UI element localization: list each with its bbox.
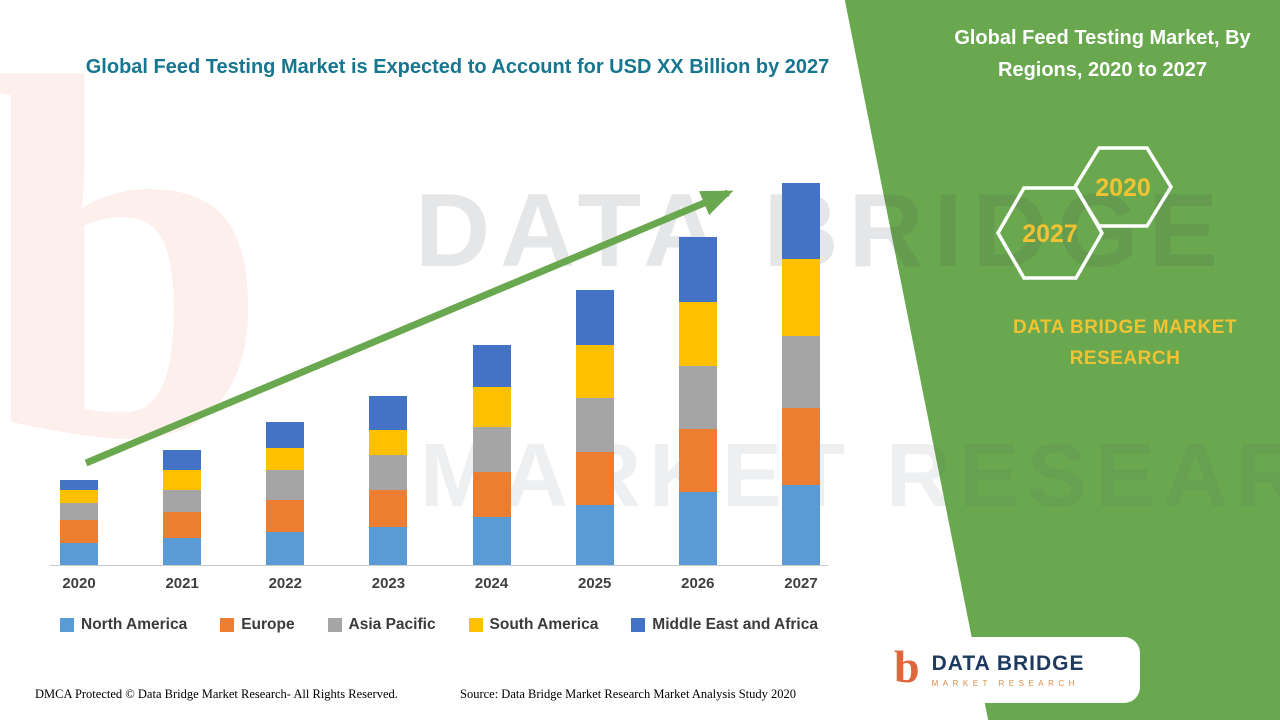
- bar-segment-europe: [369, 489, 408, 527]
- source-note: Source: Data Bridge Market Research Mark…: [460, 687, 797, 701]
- bar-segment-middle-east-and-africa: [60, 479, 98, 490]
- bar-segment-middle-east-and-africa: [678, 236, 717, 302]
- hexagon-year-2020: 2020: [1095, 174, 1151, 202]
- legend-item-europe: Europe: [220, 616, 295, 634]
- x-axis-label-2022: 2022: [268, 575, 302, 592]
- bar-segment-middle-east-and-africa: [163, 450, 202, 471]
- bar-segment-middle-east-and-africa: [369, 395, 408, 430]
- bar-segment-asia-pacific: [163, 490, 202, 513]
- x-axis-labels: 2020 2021 2022 2023 2024 2025 2026 2027: [60, 575, 820, 592]
- legend-label-europe: Europe: [241, 616, 295, 633]
- hexagon-2020-icon: [1072, 146, 1174, 228]
- logo-subtitle: MARKET RESEARCH: [931, 679, 1079, 688]
- x-axis-label-2024: 2024: [474, 575, 509, 592]
- legend-label-middle-east-and-africa: Middle East and Africa: [652, 616, 818, 633]
- legend-label-asia-pacific: Asia Pacific: [348, 616, 436, 633]
- legend-item-asia-pacific: Asia Pacific: [327, 616, 436, 634]
- bar-segment-asia-pacific: [781, 335, 820, 409]
- bar-2027: [781, 183, 820, 565]
- hexagon-year-2027: 2027: [1022, 220, 1078, 248]
- legend-item-north-america: North America: [60, 616, 187, 634]
- hexagon-2027-icon: [995, 186, 1105, 280]
- logo-name: DATA BRIDGE: [931, 652, 1085, 675]
- chart-title: Global Feed Testing Market is Expected t…: [85, 56, 830, 78]
- bar-2023: [369, 395, 408, 565]
- legend-swatch-europe: [220, 618, 235, 632]
- bar-2026: [678, 236, 717, 565]
- bar-segment-south-america: [472, 386, 511, 427]
- bar-segment-north-america: [369, 526, 408, 565]
- bar-segment-europe: [60, 519, 98, 543]
- bar-segment-asia-pacific: [266, 469, 305, 501]
- bar-segment-europe: [163, 512, 202, 539]
- x-axis-label-2020: 2020: [62, 575, 96, 592]
- bar-2020: [60, 479, 98, 565]
- x-axis-label-2021: 2021: [165, 575, 199, 592]
- legend-swatch-north-america: [60, 618, 74, 632]
- bar-segment-south-america: [163, 470, 202, 491]
- bar-segment-europe: [472, 471, 511, 517]
- legend-swatch-middle-east-and-africa: [631, 618, 646, 632]
- bar-segment-asia-pacific: [678, 366, 717, 430]
- bar-segment-south-america: [781, 259, 820, 336]
- bar-segment-europe: [781, 408, 820, 485]
- x-axis-label-2025: 2025: [578, 575, 612, 592]
- bar-columns: [60, 183, 820, 565]
- stacked-bar-chart: 2020 2021 2022 2023 2024 2025 2026 2027: [50, 175, 828, 605]
- bar-segment-south-america: [266, 447, 305, 470]
- bar-segment-europe: [575, 451, 614, 505]
- x-axis-line: [50, 565, 828, 566]
- dmca-notice: DMCA Protected © Data Bridge Market Rese…: [35, 687, 398, 701]
- bar-segment-north-america: [163, 538, 202, 565]
- bar-segment-south-america: [575, 344, 614, 398]
- bar-segment-asia-pacific: [575, 398, 614, 452]
- bar-segment-europe: [266, 500, 305, 533]
- legend-item-south-america: South America: [468, 616, 599, 634]
- bar-segment-south-america: [678, 301, 717, 367]
- bar-segment-middle-east-and-africa: [781, 183, 820, 260]
- legend-swatch-asia-pacific: [327, 618, 342, 632]
- chart-legend: North America Europe Asia Pacific South Ame…: [60, 616, 818, 634]
- data-bridge-logo-icon: b: [894, 641, 920, 692]
- legend-label-south-america: South America: [489, 616, 599, 633]
- legend-swatch-south-america: [468, 618, 483, 632]
- brand-name: DATA BRIDGE MARKET RESEARCH: [960, 312, 1280, 374]
- bar-segment-asia-pacific: [472, 426, 511, 472]
- bar-segment-north-america: [472, 516, 511, 565]
- bar-2022: [266, 421, 305, 565]
- bar-2024: [472, 344, 511, 565]
- brand-line1: DATA BRIDGE MARKET: [1013, 317, 1237, 338]
- bar-segment-north-america: [60, 542, 98, 565]
- x-axis-label-2023: 2023: [371, 575, 406, 592]
- data-bridge-logo-box: b DATA BRIDGE MARKET RESEARCH: [870, 637, 1140, 703]
- bar-segment-north-america: [575, 505, 614, 565]
- bar-segment-europe: [678, 429, 717, 493]
- logo-text-block: DATA BRIDGE MARKET RESEARCH: [932, 652, 1085, 688]
- bar-segment-middle-east-and-africa: [472, 344, 511, 387]
- x-axis-label-2027: 2027: [784, 575, 818, 592]
- legend-item-middle-east-and-africa: Middle East and Africa: [631, 616, 818, 634]
- side-panel-heading: Global Feed Testing Market, By Regions, …: [954, 27, 1251, 81]
- bar-segment-asia-pacific: [369, 454, 408, 490]
- bar-segment-north-america: [781, 484, 820, 565]
- bar-2021: [163, 450, 202, 565]
- bar-segment-middle-east-and-africa: [266, 421, 305, 448]
- year-hexagons: 2027 2020: [995, 146, 1174, 280]
- bar-segment-north-america: [678, 492, 717, 565]
- bar-segment-south-america: [60, 489, 98, 503]
- bar-2025: [575, 289, 614, 565]
- bar-segment-north-america: [266, 532, 305, 565]
- bar-segment-middle-east-and-africa: [575, 289, 614, 345]
- bar-segment-south-america: [369, 429, 408, 455]
- bar-segment-asia-pacific: [60, 502, 98, 520]
- x-axis-label-2026: 2026: [681, 575, 715, 592]
- brand-line2: RESEARCH: [1069, 348, 1181, 369]
- legend-label-north-america: North America: [81, 616, 188, 633]
